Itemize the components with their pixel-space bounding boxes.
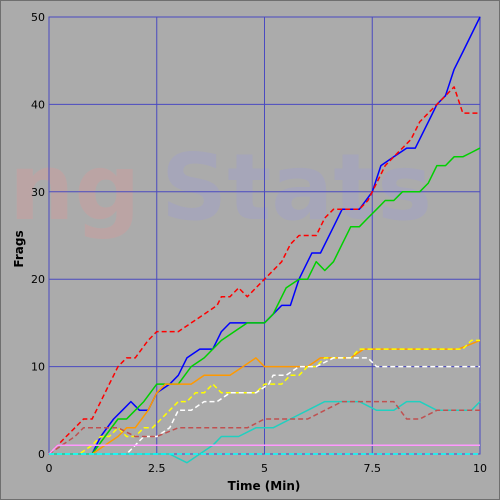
x-tick-label: 5 (261, 462, 268, 475)
x-axis-label: Time (Min) (228, 479, 301, 493)
x-tick-label: 7.5 (364, 462, 382, 475)
y-axis-label: Frags (12, 230, 26, 267)
series-line-1 (49, 16, 481, 455)
x-tick-label: 0 (46, 462, 53, 475)
tick-labels: 0 2.5 5 7.5 10 0 10 20 30 40 50 (31, 11, 487, 475)
x-tick-label: 10 (473, 462, 487, 475)
y-tick-label: 50 (31, 11, 45, 24)
y-tick-label: 10 (31, 361, 45, 374)
series-line-8 (48, 400, 480, 455)
y-tick-label: 30 (31, 186, 45, 199)
y-tick-label: 0 (38, 448, 45, 461)
series-group (48, 16, 481, 464)
watermark: ng Stats (9, 134, 432, 241)
series-line-6 (49, 357, 480, 455)
watermark-suffix: Stats (161, 134, 432, 241)
series-line-5 (49, 339, 480, 455)
y-tick-label: 40 (31, 98, 45, 111)
y-tick-label: 20 (31, 273, 45, 286)
series-line-3 (49, 147, 481, 455)
watermark-prefix: ng (9, 134, 140, 241)
series-line-2 (48, 86, 480, 455)
series-line-9 (48, 444, 480, 455)
plot-border (48, 16, 481, 455)
series-line-7 (49, 400, 481, 464)
x-tick-label: 2.5 (148, 462, 166, 475)
